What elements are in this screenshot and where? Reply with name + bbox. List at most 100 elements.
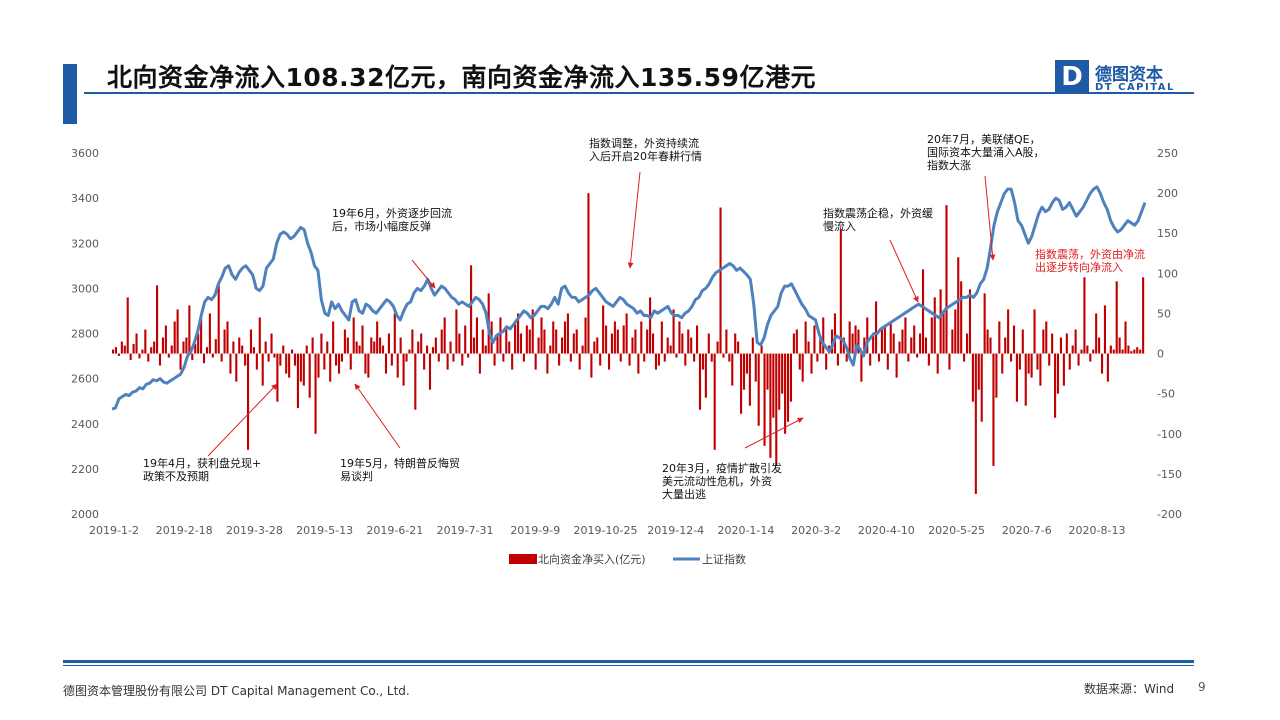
bar-net-buy	[273, 353, 276, 358]
bar-net-buy	[355, 341, 358, 354]
bar-net-buy	[913, 325, 916, 354]
bar-net-buy	[1142, 277, 1145, 354]
bar-net-buy	[986, 329, 989, 354]
bar-net-buy	[173, 321, 176, 354]
bar-net-buy	[1054, 353, 1057, 418]
bar-net-buy	[1124, 321, 1127, 354]
bar-net-buy	[279, 353, 282, 366]
bar-net-buy	[267, 353, 270, 362]
bar-net-buy	[707, 333, 710, 354]
bar-net-buy	[795, 329, 798, 354]
x-axis-tick-label: 2020-3-2	[791, 524, 841, 537]
bar-net-buy	[654, 353, 658, 370]
bar-net-buy	[208, 313, 211, 354]
footer-company: 德图资本管理股份有限公司 DT Capital Management Co., …	[63, 684, 410, 698]
bar-net-buy	[1051, 333, 1054, 354]
bar-net-buy	[651, 333, 655, 354]
bar-net-buy	[358, 345, 361, 354]
bar-net-buy	[188, 305, 191, 354]
bar-net-buy	[135, 333, 138, 354]
bar-net-buy	[114, 347, 118, 354]
bar-net-buy	[514, 321, 517, 354]
bar-net-buy	[1042, 329, 1045, 354]
bar-net-buy	[1010, 353, 1013, 362]
left-axis-tick-label: 2600	[71, 373, 99, 386]
bar-net-buy	[830, 329, 834, 354]
bar-net-buy	[696, 325, 699, 354]
company-logo: D 德图资本 DT CAPITAL	[1055, 60, 1185, 96]
bar-net-buy	[525, 325, 528, 354]
bar-net-buy	[971, 353, 974, 402]
bar-net-buy	[596, 337, 599, 354]
bar-net-buy	[396, 353, 399, 378]
bar-net-buy	[713, 353, 716, 450]
left-axis-tick-label: 2200	[71, 463, 99, 476]
x-axis-tick-label: 2019-10-25	[574, 524, 638, 537]
bar-net-buy	[769, 353, 772, 458]
bar-net-buy	[649, 297, 652, 354]
bar-net-buy	[314, 353, 317, 434]
bar-net-buy	[1039, 353, 1042, 386]
bar-net-buy	[798, 353, 801, 370]
bar-net-buy	[1083, 277, 1086, 354]
bar-net-buy	[904, 317, 907, 354]
bar-net-buy	[563, 321, 567, 354]
bar-net-buy	[337, 353, 341, 374]
bar-net-buy	[933, 297, 936, 354]
bar-net-buy	[258, 317, 261, 354]
bar-net-buy	[405, 353, 408, 362]
right-axis-tick-label: -50	[1157, 388, 1175, 401]
bar-net-buy	[578, 353, 581, 370]
bar-net-buy	[558, 353, 561, 366]
bar-net-buy	[657, 353, 660, 366]
bar-net-buy	[1056, 353, 1060, 394]
bar-net-buy	[235, 353, 238, 382]
bar-net-buy	[886, 353, 889, 370]
bar-net-buy	[927, 353, 930, 366]
footer-divider-thick	[63, 660, 1194, 663]
bar-net-buy	[607, 353, 611, 370]
bar-net-buy	[1036, 353, 1039, 370]
bar-net-buy	[754, 353, 757, 382]
bar-net-buy	[129, 353, 132, 360]
bar-net-buy	[320, 333, 323, 354]
bar-net-buy	[968, 289, 972, 354]
bar-net-buy	[285, 353, 288, 374]
bar-net-buy	[566, 313, 569, 354]
bar-net-buy	[472, 337, 476, 354]
title-underline	[84, 92, 1194, 94]
bar-net-buy	[980, 353, 983, 422]
bar-net-buy	[963, 353, 966, 362]
bar-net-buy	[343, 329, 346, 354]
bar-net-buy	[854, 325, 857, 354]
logo-chinese-name: 德图资本	[1095, 65, 1163, 85]
bar-net-buy	[1074, 329, 1077, 354]
bar-net-buy	[428, 353, 432, 390]
bar-net-buy	[939, 289, 942, 354]
bar-net-buy	[833, 313, 837, 354]
bar-net-buy	[402, 353, 405, 386]
bar-net-buy	[1086, 345, 1089, 354]
bar-net-buy	[778, 353, 781, 410]
left-axis-tick-label: 3400	[71, 192, 99, 205]
bar-net-buy	[120, 341, 123, 354]
annotation-text: 指数大涨	[927, 158, 971, 172]
bar-net-buy	[311, 337, 314, 354]
bar-net-buy	[370, 337, 373, 354]
bar-net-buy	[863, 337, 866, 354]
bar-net-buy	[883, 325, 886, 354]
bar-net-buy	[675, 353, 678, 358]
bar-net-buy	[772, 353, 775, 418]
annotation-text: 入后开启20年春耕行情	[589, 149, 702, 163]
bar-net-buy	[390, 353, 393, 366]
bar-net-buy	[417, 341, 420, 354]
bar-net-buy	[669, 345, 672, 354]
bar-net-buy	[816, 353, 819, 362]
bar-net-buy	[1100, 353, 1104, 374]
bar-net-buy	[493, 353, 496, 366]
bar-net-buy	[930, 317, 933, 354]
bar-net-buy	[819, 337, 822, 354]
bar-net-buy	[742, 353, 746, 390]
bar-net-buy	[1033, 309, 1036, 354]
bar-net-buy	[1012, 325, 1016, 354]
